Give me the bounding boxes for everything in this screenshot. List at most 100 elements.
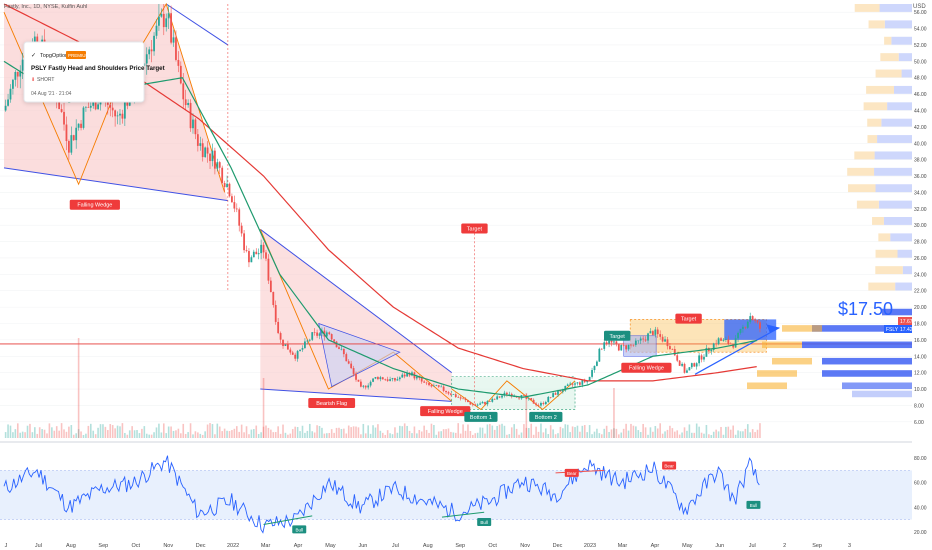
- price-tick: 30.00: [914, 223, 927, 229]
- candle-body: [632, 344, 635, 346]
- volume-bar: [739, 431, 742, 438]
- rsi-pane[interactable]: Bear Bear Bull Bull Bull: [0, 455, 912, 534]
- volume-bar: [423, 425, 425, 438]
- rsi-axis[interactable]: 80.00 60.00 40.00 20.00: [914, 456, 927, 536]
- volume-bar: [347, 425, 350, 438]
- price-axis[interactable]: 56.00 54.00 52.00 50.00 48.00 46.00 44.00 42.00…: [912, 0, 932, 442]
- candle-body: [600, 348, 603, 350]
- time-tick: 2023: [584, 543, 596, 549]
- volume-bar: [630, 423, 632, 438]
- volume-bar: [732, 425, 734, 438]
- profile-bar: [882, 308, 912, 316]
- volume-bar: [545, 428, 547, 438]
- candle-body: [406, 372, 409, 377]
- candle-body: [325, 332, 328, 337]
- volume-bar: [60, 423, 63, 438]
- volume-bar: [36, 433, 39, 438]
- rsi-tick: 20.00: [914, 530, 927, 536]
- candle-body: [265, 252, 267, 259]
- volume-bar: [87, 425, 90, 438]
- price-tick: 14.00: [914, 354, 927, 360]
- volume-bar: [600, 434, 603, 438]
- volume-bar: [255, 425, 258, 438]
- volume-bar: [642, 423, 644, 438]
- volume-bar: [311, 431, 314, 438]
- idea-card[interactable]: ✓ TopgOptions PREMIUM PSLY Fastly Head a…: [23, 41, 165, 103]
- candle-body: [588, 376, 591, 382]
- candle-body: [252, 251, 255, 258]
- candle-body: [664, 339, 666, 342]
- trend-arrow-head: [766, 324, 780, 333]
- time-tick: Oct: [488, 543, 497, 549]
- volume-bar: [377, 424, 379, 438]
- candle-body: [187, 102, 190, 106]
- price-tick: 48.00: [914, 76, 927, 82]
- volume-bar: [204, 431, 206, 438]
- target-label-1-bg: [461, 223, 488, 234]
- volume-bar: [381, 432, 384, 438]
- profile-bar-upper-warm: [863, 102, 888, 111]
- volume-bar: [199, 433, 202, 438]
- candle-body: [313, 332, 316, 333]
- volume-bar: [562, 428, 564, 438]
- volume-bar: [287, 434, 289, 438]
- candle-body: [65, 124, 68, 142]
- candle-body: [291, 352, 294, 355]
- profile-bar-warm: [762, 341, 802, 349]
- symbol-header: Fastly, Inc., 1D, NYSE, Kulfin Auhl: [4, 4, 87, 10]
- candle-body: [523, 395, 525, 396]
- candle-body: [260, 244, 263, 254]
- candle-body: [654, 329, 657, 335]
- candle-body: [571, 383, 574, 385]
- falling-wedge-label-2: Falling Wedge: [428, 409, 463, 415]
- candle-body: [398, 377, 401, 380]
- price-tick: 22.00: [914, 289, 927, 295]
- volume-bar: [206, 424, 209, 438]
- price-tick: 28.00: [914, 240, 927, 246]
- volume-bar: [131, 426, 133, 438]
- candle-body: [617, 344, 620, 351]
- candle-body: [464, 398, 467, 401]
- price-tick: 10.00: [914, 387, 927, 393]
- time-tick: Jul: [35, 543, 42, 549]
- candle-body: [333, 339, 336, 342]
- volume-bar: [299, 431, 301, 438]
- volume-bar: [48, 423, 51, 438]
- volume-bar: [136, 429, 138, 438]
- profile-bar-warm: [747, 382, 787, 390]
- volume-bar: [197, 432, 199, 438]
- candle-body: [177, 59, 180, 66]
- volume-bar: [19, 432, 22, 438]
- volume-bar: [262, 426, 265, 438]
- volume-bar: [272, 432, 275, 438]
- volume-bar: [749, 432, 752, 438]
- time-axis[interactable]: J Jul Aug Sep Oct Nov Dec 2022 Mar Apr May Jun Jul Au…: [5, 543, 851, 549]
- falling-wedge-area-2: [260, 229, 452, 402]
- candle-body: [508, 393, 511, 395]
- candle-body: [384, 379, 387, 380]
- candle-body: [574, 383, 576, 385]
- volume-bar: [282, 424, 284, 438]
- candle-body: [715, 343, 718, 344]
- candle-body: [94, 97, 97, 110]
- candle-body: [712, 343, 715, 350]
- volume-bar: [240, 424, 243, 438]
- premium-badge-label: PREMIUM: [68, 53, 90, 58]
- candle-body: [576, 382, 579, 384]
- volume-bar: [703, 433, 705, 438]
- volume-bar: [557, 433, 559, 438]
- profile-bar-upper: [881, 118, 912, 127]
- volume-bar: [374, 427, 377, 438]
- volume-bar: [442, 429, 445, 438]
- candle-body: [703, 356, 705, 360]
- price-tick: 20.00: [914, 305, 927, 311]
- volume-bar: [669, 425, 671, 438]
- volume-spike: [262, 378, 265, 438]
- volume-bar: [559, 426, 562, 438]
- profile-bar-upper: [890, 233, 912, 242]
- candle-body: [756, 320, 759, 323]
- price-tick: 44.00: [914, 109, 927, 115]
- volume-bar: [637, 430, 640, 438]
- volume-bar: [291, 429, 294, 438]
